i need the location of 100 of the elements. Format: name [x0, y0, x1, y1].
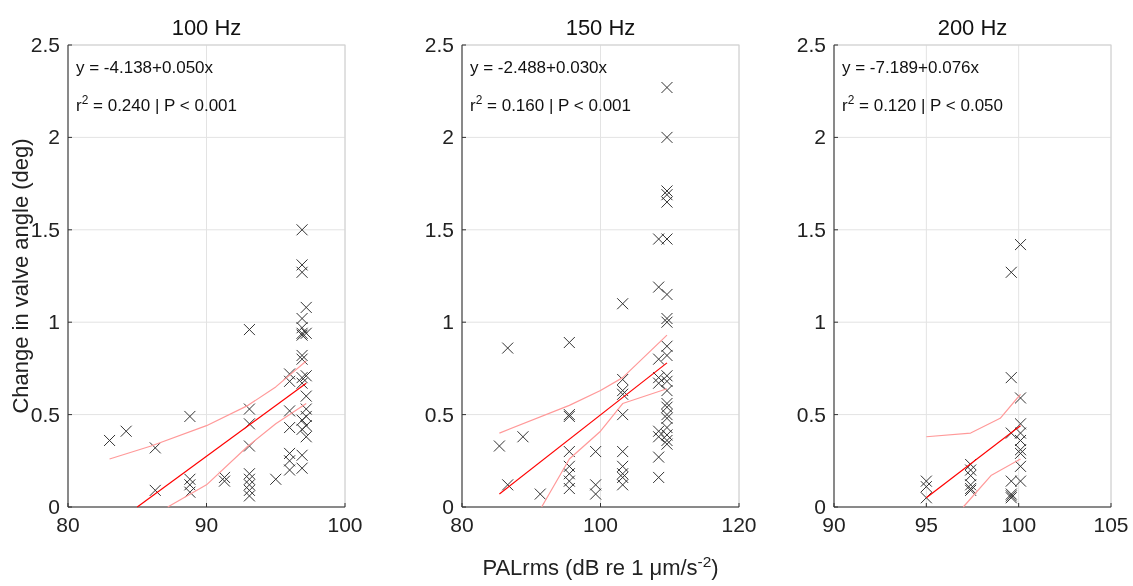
annotation: r$^{2}$ = 0.160 | P < 0.001	[470, 93, 632, 115]
point	[616, 460, 629, 473]
point	[1014, 417, 1027, 430]
x-tick-label: 100	[1001, 513, 1037, 536]
point	[589, 445, 602, 458]
point	[652, 377, 665, 390]
point	[660, 312, 673, 325]
y-tick-label: 1.5	[796, 217, 826, 241]
x-tick-label: 95	[914, 513, 939, 536]
chart-title: 150 Hz	[565, 15, 636, 40]
point	[103, 434, 116, 447]
point	[300, 390, 313, 403]
point	[589, 478, 602, 491]
line-series	[925, 393, 1022, 438]
point	[920, 475, 933, 488]
point	[120, 425, 133, 438]
annotation: y = -7.189+0.076x	[842, 58, 980, 77]
point	[660, 188, 673, 201]
point	[660, 421, 673, 434]
point	[296, 321, 309, 334]
point	[563, 336, 576, 349]
point	[183, 473, 196, 486]
point	[660, 369, 673, 382]
point	[616, 384, 629, 397]
point	[652, 425, 665, 438]
point	[660, 408, 673, 421]
point	[660, 316, 673, 329]
point	[300, 327, 313, 340]
point	[296, 223, 309, 236]
point	[296, 258, 309, 271]
point	[296, 266, 309, 279]
point	[652, 430, 665, 443]
point	[616, 478, 629, 491]
point	[300, 410, 313, 423]
y-tick-label: 1	[814, 310, 826, 334]
point	[300, 430, 313, 443]
point	[296, 353, 309, 366]
line-series	[108, 360, 307, 460]
point	[660, 349, 673, 362]
point	[660, 434, 673, 447]
point	[1005, 371, 1018, 384]
x-axis-title: PALrms (dB re 1 μm/s$^{-2}$)	[482, 552, 719, 580]
point	[1014, 460, 1027, 473]
y-tick-label: 0.5	[30, 402, 60, 426]
point	[283, 404, 296, 417]
point	[616, 373, 629, 386]
x-tick-label: 90	[194, 513, 219, 536]
point	[1014, 391, 1027, 404]
point	[652, 353, 665, 366]
point	[652, 281, 665, 294]
point	[660, 375, 673, 388]
point	[493, 440, 506, 453]
point	[964, 478, 977, 491]
point	[589, 488, 602, 501]
point	[660, 131, 673, 144]
point	[563, 475, 576, 488]
point	[1014, 443, 1027, 456]
y-tick-label: 1	[48, 310, 60, 334]
point	[243, 478, 256, 491]
point	[243, 484, 256, 497]
point	[616, 445, 629, 458]
point	[296, 349, 309, 362]
point	[296, 414, 309, 427]
point	[652, 451, 665, 464]
point	[269, 473, 282, 486]
point	[243, 489, 256, 502]
point	[616, 388, 629, 401]
point	[149, 484, 162, 497]
y-tick-label: 2.5	[796, 33, 826, 56]
point	[563, 482, 576, 495]
point	[964, 469, 977, 482]
point	[652, 471, 665, 484]
x-tick-label: 105	[1093, 513, 1129, 536]
point	[660, 288, 673, 301]
point	[652, 371, 665, 384]
y-tick-label: 2	[814, 125, 826, 149]
point	[660, 384, 673, 397]
point	[660, 196, 673, 209]
point	[660, 184, 673, 197]
line-series	[541, 388, 668, 508]
point	[243, 417, 256, 430]
x-tick-label: 100	[582, 513, 619, 536]
x-tick-label: 120	[721, 513, 757, 536]
point	[616, 297, 629, 310]
point	[660, 81, 673, 94]
point	[616, 467, 629, 480]
line-series	[498, 334, 668, 434]
chart-title: 200 Hz	[937, 15, 1008, 40]
point	[300, 403, 313, 416]
point	[283, 454, 296, 467]
point	[534, 488, 547, 501]
y-tick-label: 2	[48, 125, 60, 149]
point	[243, 467, 256, 480]
point	[243, 323, 256, 336]
annotation: y = -4.138+0.050x	[76, 58, 214, 77]
point	[183, 486, 196, 499]
point	[501, 478, 514, 491]
point	[516, 430, 529, 443]
point	[218, 475, 231, 488]
y-tick-label: 1.5	[424, 217, 454, 241]
